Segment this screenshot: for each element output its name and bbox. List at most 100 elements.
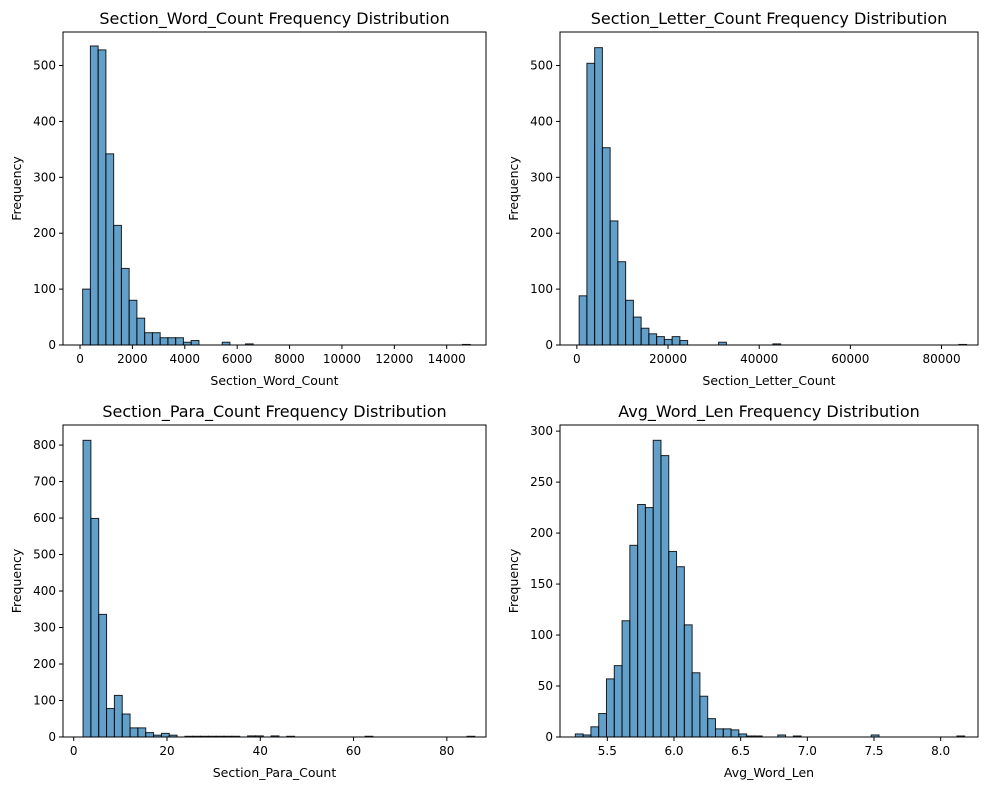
histogram-bar <box>601 147 611 346</box>
histogram-bar <box>145 732 155 738</box>
y-tick-label: 800 <box>33 438 56 452</box>
y-tick-label: 300 <box>530 170 553 184</box>
y-tick-label: 500 <box>33 548 56 562</box>
x-tick-label: 6000 <box>222 352 253 366</box>
histogram-bar <box>89 45 99 346</box>
histogram-bar <box>106 708 115 738</box>
histogram-bar <box>707 718 716 738</box>
histogram-bar <box>629 544 639 738</box>
histogram-bar <box>82 288 91 346</box>
histogram-bar <box>175 337 184 346</box>
panel-title: Section_Letter_Count Frequency Distribut… <box>591 9 948 29</box>
x-tick-label: 0 <box>573 352 581 366</box>
x-tick-label: 14000 <box>428 352 466 366</box>
y-tick-label: 0 <box>545 338 553 352</box>
y-tick-label: 250 <box>530 475 553 489</box>
histogram-bar <box>98 613 108 738</box>
histogram-bar <box>151 332 161 346</box>
y-tick-label: 100 <box>530 628 553 642</box>
y-tick-label: 400 <box>530 114 553 128</box>
histogram-bar <box>113 694 123 738</box>
panel-title: Section_Word_Count Frequency Distributio… <box>99 9 449 29</box>
histogram-bar <box>121 713 131 738</box>
ticks: 0 2000 4000 6000 8000 10000 12000 14000 0 100 200 3… <box>33 59 466 366</box>
y-tick-label: 400 <box>33 114 56 128</box>
histogram-bar <box>586 62 596 346</box>
histogram-bar <box>668 550 678 738</box>
y-tick-label: 500 <box>530 59 553 73</box>
axes-frame <box>559 424 979 738</box>
y-tick-label: 0 <box>545 730 553 744</box>
histogram-bar <box>652 439 662 738</box>
x-axis-label: Avg_Word_Len <box>724 765 814 780</box>
y-tick-label: 600 <box>33 511 56 525</box>
histogram-bar <box>621 620 631 738</box>
x-tick-label: 20 <box>159 744 174 758</box>
panel-title: Section_Para_Count Frequency Distributio… <box>102 402 446 422</box>
y-tick-label: 400 <box>33 584 56 598</box>
histogram-bar <box>613 665 623 738</box>
histogram-bar <box>598 713 607 738</box>
histogram-bar <box>714 728 724 738</box>
x-tick-label: 0 <box>76 352 84 366</box>
axes-frame <box>559 31 979 346</box>
histogram-bar <box>691 672 701 738</box>
panel-section-para-count: Section_Para_Count Frequency Distributio… <box>9 402 487 780</box>
histogram-bar <box>660 455 670 738</box>
panel-title: Avg_Word_Len Frequency Distribution <box>618 402 920 422</box>
bars <box>82 45 471 346</box>
y-axis-label: Frequency <box>9 156 24 221</box>
histogram-bar <box>671 336 681 346</box>
histogram-bar <box>648 333 658 346</box>
histogram-bar <box>137 727 147 738</box>
x-tick-label: 80 <box>439 744 454 758</box>
axes-frame <box>62 31 487 346</box>
x-tick-label: 60 <box>346 744 361 758</box>
y-tick-label: 200 <box>530 226 553 240</box>
histogram-bar <box>656 336 665 346</box>
histogram-bar <box>663 338 673 346</box>
y-tick-label: 300 <box>33 621 56 635</box>
histogram-bar <box>144 332 153 346</box>
y-tick-label: 200 <box>530 526 553 540</box>
ticks: 5.5 6.0 6.5 7.0 7.5 8.0 0 50 100 150 200 250 300 <box>530 424 950 758</box>
x-tick-label: 6.0 <box>664 744 683 758</box>
histogram-bar <box>609 220 619 346</box>
x-tick-label: 5.5 <box>598 744 617 758</box>
histogram-bar <box>640 327 650 346</box>
y-tick-label: 100 <box>530 282 553 296</box>
y-tick-label: 50 <box>538 679 553 693</box>
histogram-bar <box>160 732 170 738</box>
histogram-bar <box>644 507 654 738</box>
histogram-bar <box>82 439 92 738</box>
histogram-bar <box>679 340 689 346</box>
histogram-bar <box>128 299 138 346</box>
axes-frame <box>62 424 487 738</box>
y-axis-label: Frequency <box>506 156 521 221</box>
y-tick-label: 300 <box>530 424 553 438</box>
histogram-bar <box>637 504 646 738</box>
panel-section-letter-count: Section_Letter_Count Frequency Distribut… <box>506 9 979 388</box>
histogram-bar <box>105 153 115 346</box>
histogram-bar <box>683 624 693 738</box>
histogram-bar <box>97 49 107 346</box>
x-tick-label: 7.0 <box>798 744 817 758</box>
histogram-bar <box>578 295 588 346</box>
y-tick-label: 500 <box>33 59 56 73</box>
x-axis-label: Section_Word_Count <box>210 373 338 388</box>
y-axis-label: Frequency <box>506 548 521 613</box>
histogram-bar <box>730 729 740 738</box>
panel-avg-word-len: Avg_Word_Len Frequency Distribution Avg_… <box>506 402 979 780</box>
histogram-bar <box>625 299 634 346</box>
histogram-bar <box>167 337 177 346</box>
histogram-bar <box>136 317 146 346</box>
x-axis-label: Section_Letter_Count <box>702 373 835 388</box>
x-tick-label: 12000 <box>375 352 413 366</box>
x-tick-label: 0 <box>70 744 78 758</box>
y-axis-label: Frequency <box>9 548 24 613</box>
histogram-bar <box>676 566 685 738</box>
x-tick-label: 40 <box>253 744 268 758</box>
